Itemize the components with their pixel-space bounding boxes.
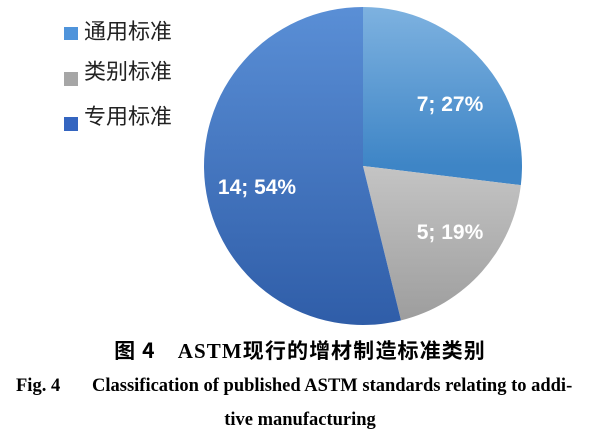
svg-text:5; 19%: 5; 19% <box>417 221 484 244</box>
svg-text:7; 27%: 7; 27% <box>417 93 484 116</box>
svg-text:14; 54%: 14; 54% <box>218 176 297 199</box>
